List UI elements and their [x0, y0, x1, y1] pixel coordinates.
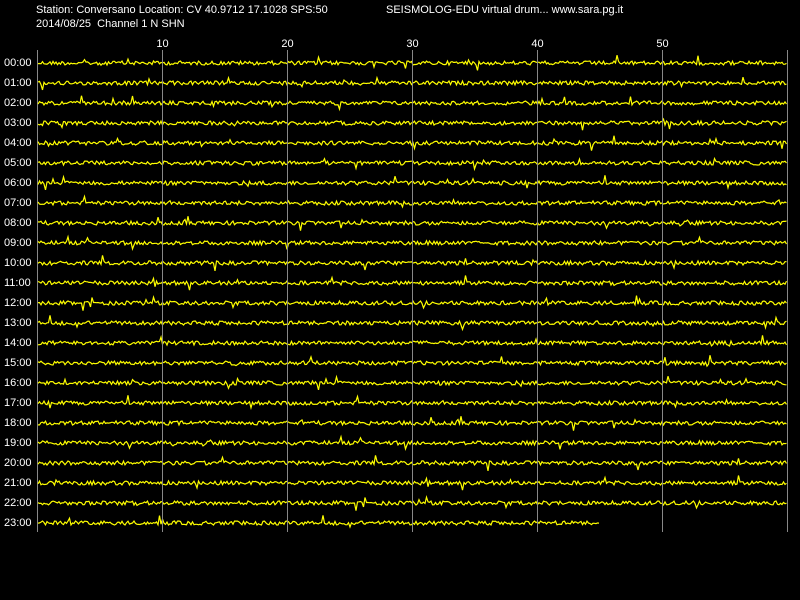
hour-label: 03:00 [4, 117, 32, 129]
trace [37, 515, 600, 529]
hour-label: 14:00 [4, 337, 32, 349]
minute-tick-label: 20 [281, 38, 293, 50]
minute-tick-label: 40 [531, 38, 543, 50]
minute-tick-label: 30 [406, 38, 418, 50]
hour-label: 21:00 [4, 477, 32, 489]
hour-label: 09:00 [4, 237, 32, 249]
hour-label: 00:00 [4, 57, 32, 69]
hour-label: 18:00 [4, 417, 32, 429]
hour-label: 16:00 [4, 377, 32, 389]
hour-label: 04:00 [4, 137, 32, 149]
hour-label: 07:00 [4, 197, 32, 209]
hour-label: 13:00 [4, 317, 32, 329]
hour-label: 10:00 [4, 257, 32, 269]
hour-label: 23:00 [4, 517, 32, 529]
minute-tick-label: 10 [156, 38, 168, 50]
hour-label: 05:00 [4, 157, 32, 169]
hour-label: 06:00 [4, 177, 32, 189]
hour-label: 22:00 [4, 497, 32, 509]
hour-label: 19:00 [4, 437, 32, 449]
hour-label: 15:00 [4, 357, 32, 369]
hour-label: 08:00 [4, 217, 32, 229]
hour-label: 11:00 [4, 277, 31, 289]
channel-info: 2014/08/25 Channel 1 N SHN [36, 18, 185, 30]
minute-tick-label: 50 [656, 38, 668, 50]
station-info: Station: Conversano Location: CV 40.9712… [36, 4, 328, 16]
hour-label: 17:00 [4, 397, 32, 409]
hour-label: 20:00 [4, 457, 32, 469]
hour-label: 02:00 [4, 97, 32, 109]
hour-label: 01:00 [4, 77, 32, 89]
hour-label: 12:00 [4, 297, 32, 309]
source-info: SEISMOLOG-EDU virtual drum... www.sara.p… [386, 4, 623, 16]
